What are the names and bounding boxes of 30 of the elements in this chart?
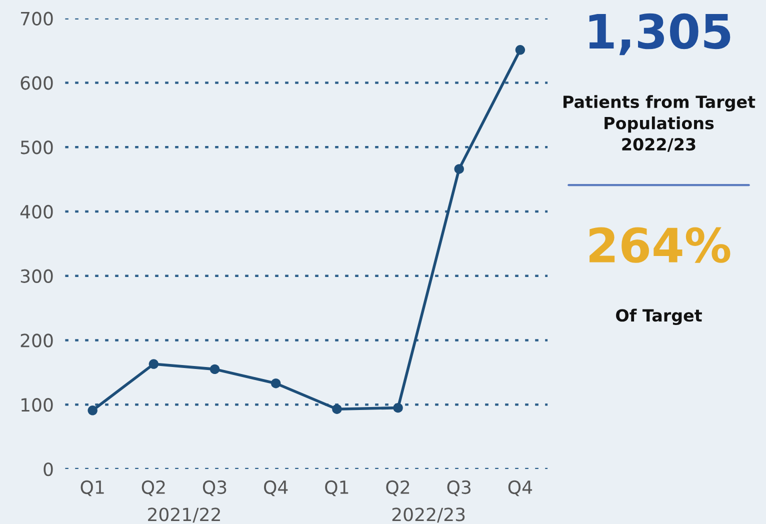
text: 1,305 <box>589 13 730 56</box>
y-tick-label: 100 <box>22 398 53 412</box>
text: Patients from Target Populations 2022/23 <box>564 95 756 152</box>
text: 2022/23 <box>392 508 465 523</box>
y-tick-label: 500 <box>20 140 53 154</box>
x-tick-label: Q2 <box>142 480 165 496</box>
point <box>270 378 281 388</box>
point <box>332 404 342 414</box>
x-tick-label: Q4 <box>508 480 532 496</box>
x-tick-label: Q1 <box>325 480 348 496</box>
x-tick-label: Q3 <box>202 480 226 496</box>
x-tick-label: Q3 <box>447 480 471 496</box>
y-tick-label: 0 <box>44 462 53 476</box>
point <box>393 402 403 413</box>
y-tick-label: 600 <box>20 76 53 90</box>
x-tick-label: Q2 <box>386 480 410 496</box>
text: 2021/22 <box>148 508 220 523</box>
y-tick-label: 700 <box>21 12 53 26</box>
point <box>148 359 159 369</box>
text: 264% <box>590 227 730 263</box>
text: Of Target <box>616 308 702 326</box>
y-tick-label: 200 <box>20 334 53 348</box>
y-tick-label: 400 <box>20 204 53 219</box>
x-tick-label: Q4 <box>264 480 288 496</box>
point <box>210 364 220 374</box>
point <box>454 164 464 174</box>
point <box>515 45 526 55</box>
point <box>88 406 98 416</box>
x-tick-label: Q1 <box>80 480 104 496</box>
y-tick-label: 300 <box>20 269 53 283</box>
